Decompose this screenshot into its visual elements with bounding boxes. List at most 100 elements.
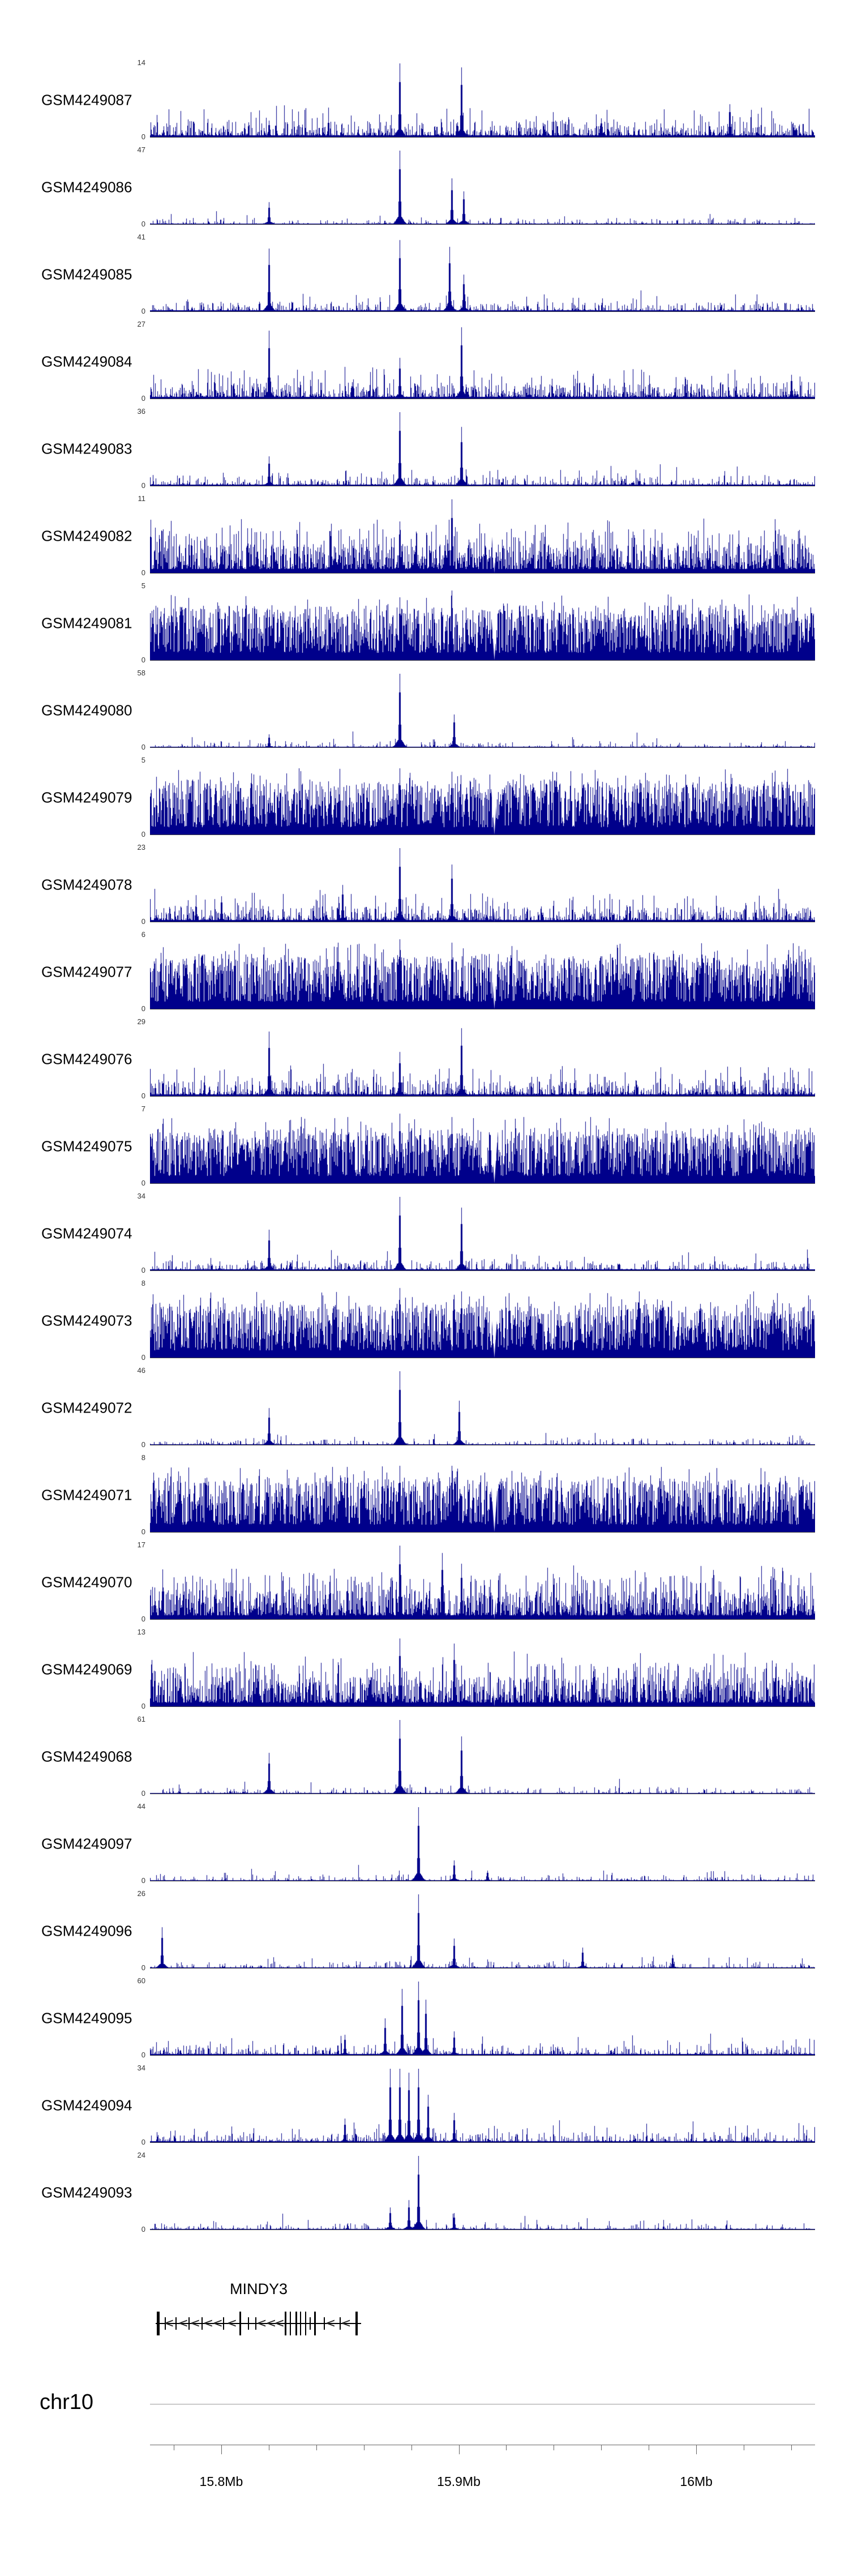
track-sample-label: GSM4249070 bbox=[41, 1573, 132, 1591]
coverage-signal-canvas bbox=[150, 499, 815, 573]
track-row: GSM4249071 8 0 bbox=[0, 1453, 849, 1536]
y-axis-max-label: 5 bbox=[141, 756, 145, 764]
track-row: GSM4249075 7 0 bbox=[0, 1105, 849, 1187]
coverage-signal-canvas bbox=[150, 1982, 815, 2055]
y-axis-max-label: 7 bbox=[141, 1105, 145, 1113]
coverage-signal-canvas bbox=[150, 1546, 815, 1619]
track-row: GSM4249077 6 0 bbox=[0, 930, 849, 1013]
track-row: GSM4249086 47 0 bbox=[0, 146, 849, 228]
track-plot-area: 34 0 bbox=[138, 1192, 815, 1274]
track-row: GSM4249070 17 0 bbox=[0, 1541, 849, 1623]
exon-block bbox=[255, 2317, 256, 2330]
track-plot-area: 44 0 bbox=[138, 1802, 815, 1885]
y-axis-zero-label: 0 bbox=[141, 1789, 145, 1798]
track-sample-label: GSM4249096 bbox=[41, 1922, 132, 1940]
y-axis-zero-label: 0 bbox=[141, 1527, 145, 1536]
ruler-tick-label: 15.8Mb bbox=[199, 2474, 243, 2489]
y-axis-zero-label: 0 bbox=[141, 2225, 145, 2233]
track-plot-area: 17 0 bbox=[138, 1541, 815, 1623]
y-axis-zero-label: 0 bbox=[141, 1876, 145, 1885]
coverage-signal-canvas bbox=[150, 412, 815, 486]
track-row: GSM4249079 5 0 bbox=[0, 756, 849, 838]
exon-block bbox=[295, 2312, 297, 2335]
y-axis-zero-label: 0 bbox=[141, 917, 145, 926]
coverage-signal-canvas bbox=[150, 761, 815, 835]
gene-body-line bbox=[156, 2323, 362, 2324]
exon-block bbox=[324, 2317, 325, 2330]
y-axis-max-label: 14 bbox=[137, 58, 145, 67]
coverage-signal-canvas bbox=[150, 1197, 815, 1270]
track-row: GSM4249082 11 0 bbox=[0, 494, 849, 577]
y-axis-zero-label: 0 bbox=[141, 394, 145, 403]
ruler-tick-label: 15.9Mb bbox=[437, 2474, 481, 2489]
coverage-signal-canvas bbox=[150, 63, 815, 137]
y-axis-max-label: 5 bbox=[141, 581, 145, 590]
y-axis-zero-label: 0 bbox=[141, 2051, 145, 2059]
track-plot-area: 61 0 bbox=[138, 1715, 815, 1798]
track-plot-area: 34 0 bbox=[138, 2064, 815, 2146]
y-axis-max-label: 27 bbox=[137, 320, 145, 328]
y-axis-zero-label: 0 bbox=[141, 1092, 145, 1100]
y-axis-zero-label: 0 bbox=[141, 830, 145, 838]
track-row: GSM4249068 61 0 bbox=[0, 1715, 849, 1798]
coverage-signal-canvas bbox=[150, 325, 815, 399]
coverage-signal-canvas bbox=[150, 1371, 815, 1445]
exon-block bbox=[188, 2317, 190, 2330]
track-sample-label: GSM4249087 bbox=[41, 91, 132, 109]
track-sample-label: GSM4249097 bbox=[41, 1835, 132, 1852]
track-sample-label: GSM4249072 bbox=[41, 1399, 132, 1417]
coverage-signal-canvas bbox=[150, 1720, 815, 1794]
strand-arrow-icon: < bbox=[203, 2316, 214, 2331]
track-row: GSM4249076 29 0 bbox=[0, 1017, 849, 1100]
strand-arrow-icon: < bbox=[274, 2316, 285, 2331]
y-axis-zero-label: 0 bbox=[141, 1963, 145, 1972]
exon-block bbox=[248, 2317, 250, 2330]
ruler-minor-tick bbox=[411, 2445, 412, 2450]
track-plot-area: 60 0 bbox=[138, 1976, 815, 2059]
y-axis-zero-label: 0 bbox=[141, 1179, 145, 1187]
exon-block bbox=[284, 2312, 286, 2335]
track-row: GSM4249069 13 0 bbox=[0, 1628, 849, 1710]
gene-name-label: MINDY3 bbox=[229, 2280, 288, 2297]
coverage-signal-canvas bbox=[150, 1458, 815, 1532]
ruler-major-tick bbox=[458, 2445, 460, 2454]
coverage-signal-canvas bbox=[150, 2069, 815, 2142]
ruler-minor-tick bbox=[791, 2445, 792, 2450]
track-row: GSM4249081 5 0 bbox=[0, 581, 849, 664]
track-sample-label: GSM4249093 bbox=[41, 2184, 132, 2201]
y-axis-max-label: 13 bbox=[137, 1628, 145, 1636]
ruler-major-tick bbox=[221, 2445, 222, 2454]
coverage-signal-canvas bbox=[150, 2156, 815, 2230]
coverage-signal-canvas bbox=[150, 1110, 815, 1183]
coverage-signal-canvas bbox=[150, 1807, 815, 1881]
track-plot-area: 29 0 bbox=[138, 1017, 815, 1100]
track-plot-area: 58 0 bbox=[138, 669, 815, 751]
track-sample-label: GSM4249068 bbox=[41, 1748, 132, 1765]
track-row: GSM4249096 26 0 bbox=[0, 1889, 849, 1972]
y-axis-max-label: 6 bbox=[141, 930, 145, 939]
y-axis-zero-label: 0 bbox=[141, 1615, 145, 1623]
strand-arrow-icon: < bbox=[190, 2316, 200, 2331]
track-plot-area: 36 0 bbox=[138, 407, 815, 490]
track-row: GSM4249087 14 0 bbox=[0, 58, 849, 141]
y-axis-max-label: 34 bbox=[137, 2064, 145, 2072]
track-row: GSM4249078 23 0 bbox=[0, 843, 849, 926]
y-axis-zero-label: 0 bbox=[141, 2138, 145, 2146]
strand-arrow-icon: < bbox=[226, 2316, 237, 2331]
track-sample-label: GSM4249073 bbox=[41, 1312, 132, 1329]
track-plot-area: 46 0 bbox=[138, 1366, 815, 1449]
exon-block bbox=[339, 2317, 341, 2330]
y-axis-zero-label: 0 bbox=[141, 656, 145, 664]
exon-block bbox=[305, 2312, 306, 2335]
ruler-minor-tick bbox=[506, 2445, 507, 2450]
track-row: GSM4249085 41 0 bbox=[0, 233, 849, 315]
track-row: GSM4249097 44 0 bbox=[0, 1802, 849, 1885]
exon-block bbox=[165, 2317, 166, 2330]
y-axis-zero-label: 0 bbox=[141, 220, 145, 228]
y-axis-zero-label: 0 bbox=[141, 568, 145, 577]
